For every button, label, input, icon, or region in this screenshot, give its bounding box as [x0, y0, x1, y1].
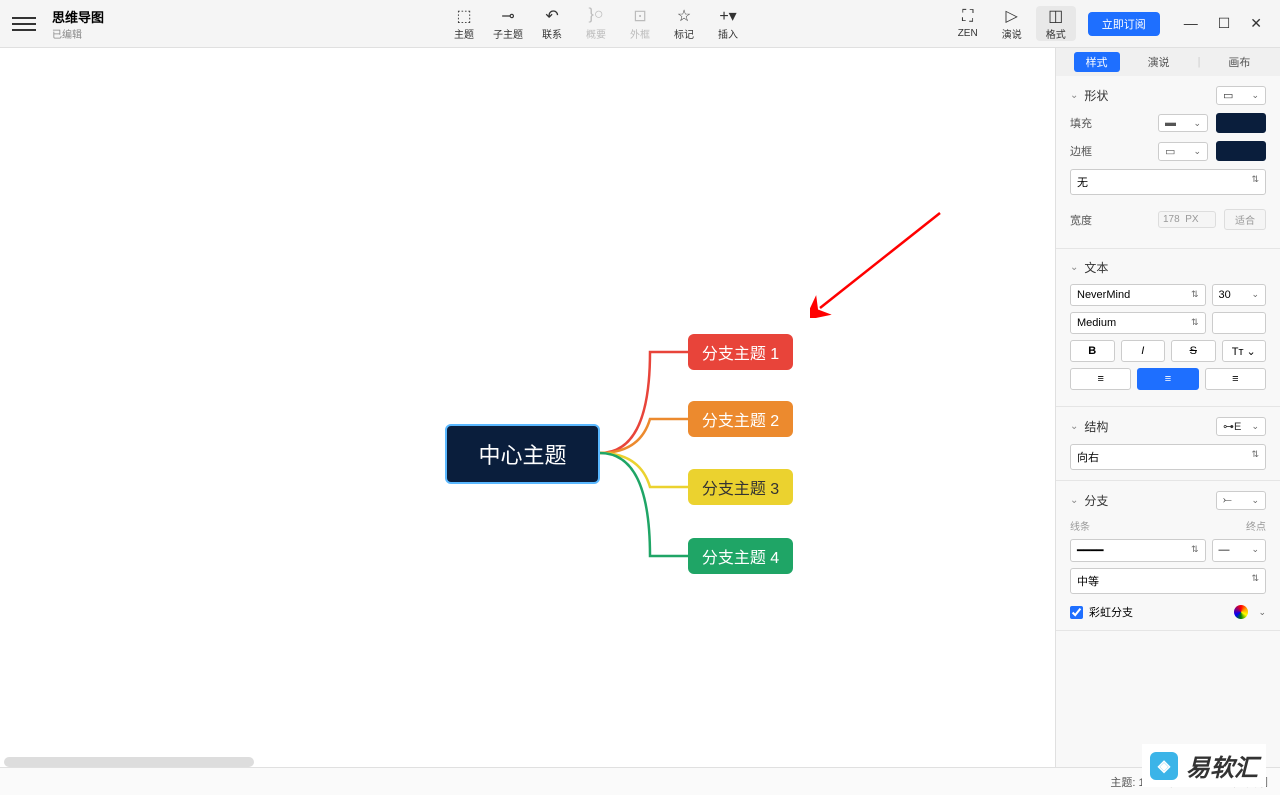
subscribe-button[interactable]: 立即订阅 [1088, 12, 1160, 36]
watermark-logo-icon: ◈ [1150, 752, 1178, 780]
border-style-select[interactable]: ▭⌄ [1158, 142, 1208, 161]
annotation-arrow [810, 208, 950, 318]
branch-node-2[interactable]: 分支主题 2 [688, 401, 793, 437]
format-button[interactable]: ◫格式 [1036, 6, 1076, 41]
document-status: 已编辑 [52, 26, 104, 41]
branch-node-1[interactable]: 分支主题 1 [688, 334, 793, 370]
branch-lines [0, 48, 1055, 767]
endpoint-label: 终点 [1246, 518, 1266, 533]
shape-title: 形状 [1084, 87, 1108, 104]
minimize-icon[interactable]: — [1184, 15, 1198, 32]
main-toolbar: 思维导图 已编辑 ⬚主题 ⊸子主题 ↶联系 }○概要 ⊡外框 ☆标记 +▾插入 … [0, 0, 1280, 48]
width-input[interactable]: 178 PX [1158, 211, 1216, 228]
thickness-select[interactable]: 中等⇅ [1070, 568, 1266, 594]
subtheme-button[interactable]: ⊸子主题 [488, 6, 528, 41]
document-title: 思维导图 [52, 7, 104, 26]
direction-select[interactable]: 向右⇅ [1070, 444, 1266, 470]
align-right-button[interactable]: ≡ [1205, 368, 1266, 390]
line-label: 线条 [1070, 518, 1090, 533]
border-color-picker[interactable] [1216, 141, 1266, 161]
summary-button[interactable]: }○概要 [576, 6, 616, 41]
canvas[interactable]: 中心主题 分支主题 1 分支主题 2 分支主题 3 分支主题 4 [0, 48, 1055, 767]
relation-button[interactable]: ↶联系 [532, 6, 572, 41]
section-structure: 结构 ⊶E⌄ 向右⇅ [1056, 407, 1280, 481]
fill-style-select[interactable]: ▬⌄ [1158, 114, 1208, 132]
present-button[interactable]: ▷演说 [992, 6, 1032, 41]
branch-title: 分支 [1084, 492, 1108, 509]
structure-type-select[interactable]: ⊶E⌄ [1216, 417, 1266, 436]
menu-icon[interactable] [12, 12, 36, 36]
boundary-button[interactable]: ⊡外框 [620, 6, 660, 41]
rainbow-checkbox[interactable] [1070, 606, 1083, 619]
fit-button[interactable]: 适合 [1224, 209, 1266, 230]
tab-present[interactable]: 演说 [1136, 52, 1182, 72]
watermark: ◈ 易软汇 [1142, 744, 1266, 787]
rainbow-icon [1234, 605, 1248, 619]
endpoint-select[interactable]: —⌄ [1212, 539, 1267, 562]
statusbar: 主题: 1 / 5 | 100% ⇅ | 大纲 [0, 767, 1280, 795]
strike-button[interactable]: S [1171, 340, 1216, 362]
rainbow-label: 彩虹分支 [1089, 604, 1133, 620]
horizontal-scrollbar[interactable] [4, 757, 254, 767]
section-branch: 分支 ⤚⌄ 线条终点 ━━━━⇅ —⌄ 中等⇅ 彩虹分支 ⌄ [1056, 481, 1280, 631]
font-color-picker[interactable] [1212, 312, 1267, 334]
width-label: 宽度 [1070, 212, 1100, 228]
section-text: 文本 NeverMind⇅ 30⌄ Medium⇅ B I S Tᴛ ⌄ ≡ ≡… [1056, 249, 1280, 407]
marker-button[interactable]: ☆标记 [664, 6, 704, 41]
font-weight-select[interactable]: Medium⇅ [1070, 312, 1206, 334]
border-none-select[interactable]: 无⇅ [1070, 169, 1266, 195]
branch-node-3[interactable]: 分支主题 3 [688, 469, 793, 505]
zen-button[interactable]: ⛶ZEN [948, 8, 988, 39]
branch-node-4[interactable]: 分支主题 4 [688, 538, 793, 574]
bold-button[interactable]: B [1070, 340, 1115, 362]
structure-title: 结构 [1084, 418, 1108, 435]
align-left-button[interactable]: ≡ [1070, 368, 1131, 390]
branch-style-select[interactable]: ⤚⌄ [1216, 491, 1266, 510]
italic-button[interactable]: I [1121, 340, 1166, 362]
textcase-button[interactable]: Tᴛ ⌄ [1222, 340, 1267, 362]
theme-button[interactable]: ⬚主题 [444, 6, 484, 41]
section-shape: 形状 ▭⌄ 填充 ▬⌄ 边框 ▭⌄ 无⇅ 宽度 178 PX 适合 [1056, 76, 1280, 249]
shape-type-select[interactable]: ▭⌄ [1216, 86, 1266, 105]
tab-canvas[interactable]: 画布 [1216, 52, 1262, 72]
text-title: 文本 [1084, 259, 1108, 276]
maximize-icon[interactable]: ☐ [1218, 15, 1231, 32]
format-sidebar: 样式 演说 | 画布 形状 ▭⌄ 填充 ▬⌄ 边框 ▭⌄ 无⇅ 宽度 178 P… [1055, 48, 1280, 767]
align-center-button[interactable]: ≡ [1137, 368, 1198, 390]
border-label: 边框 [1070, 143, 1100, 159]
font-family-select[interactable]: NeverMind⇅ [1070, 284, 1206, 306]
fill-color-picker[interactable] [1216, 113, 1266, 133]
font-size-select[interactable]: 30⌄ [1212, 284, 1267, 306]
line-style-select[interactable]: ━━━━⇅ [1070, 539, 1206, 562]
insert-button[interactable]: +▾插入 [708, 6, 748, 41]
tab-style[interactable]: 样式 [1074, 52, 1120, 72]
central-node[interactable]: 中心主题 [445, 424, 600, 484]
close-icon[interactable]: ✕ [1250, 15, 1262, 32]
fill-label: 填充 [1070, 115, 1100, 131]
document-title-block: 思维导图 已编辑 [52, 7, 104, 41]
